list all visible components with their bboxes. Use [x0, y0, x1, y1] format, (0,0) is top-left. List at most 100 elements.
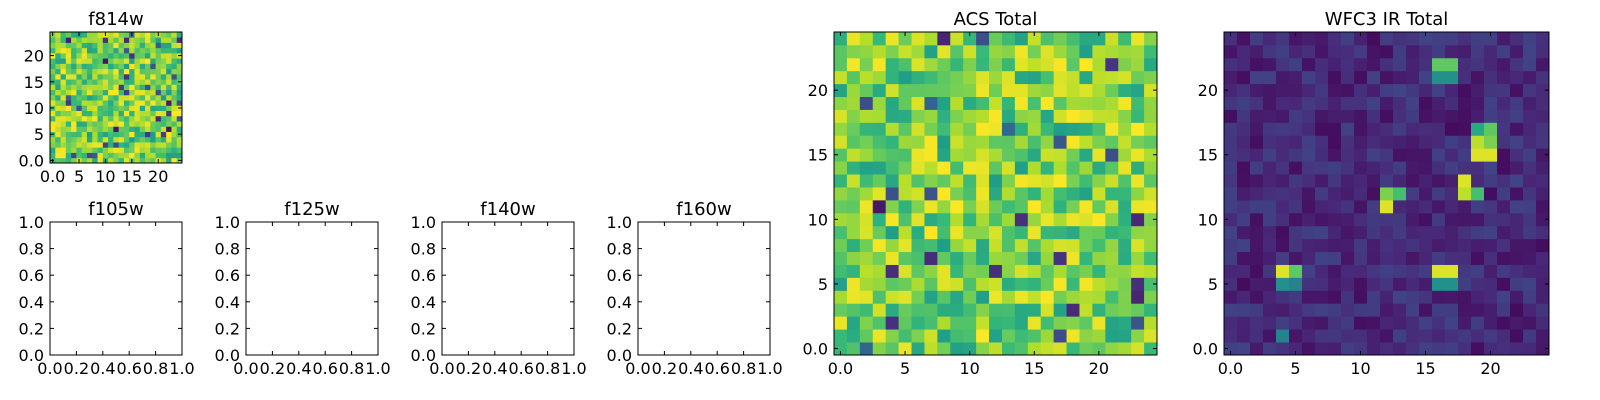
heatmap-cell [1250, 44, 1264, 59]
heatmap-cell [60, 84, 67, 91]
heatmap-cell [1131, 212, 1145, 227]
heatmap-cell [1144, 70, 1158, 85]
heatmap-cell [1354, 329, 1368, 343]
heatmap-cell [1001, 109, 1016, 123]
heatmap-cell [911, 109, 925, 123]
heatmap-cell [1406, 161, 1420, 175]
heatmap-cell [1510, 290, 1524, 304]
heatmap-cell [155, 58, 162, 64]
heatmap-cell [1027, 303, 1042, 317]
heatmap-cell [1510, 187, 1524, 201]
heatmap-cell [1263, 96, 1277, 110]
heatmap-cell [898, 109, 912, 123]
heatmap-cell [885, 148, 899, 162]
heatmap-cell [1536, 174, 1550, 188]
axes-frame [1223, 31, 1550, 356]
heatmap-cell [1510, 32, 1524, 46]
y-tick-label: 0.4 [607, 293, 632, 312]
heatmap-cell [1144, 135, 1158, 149]
heatmap-cell [86, 131, 93, 138]
heatmap-cell [1341, 225, 1355, 240]
heatmap-cell [1536, 329, 1550, 343]
heatmap-cell [65, 136, 72, 143]
heatmap-cell [102, 100, 109, 106]
heatmap-cell [1066, 135, 1080, 149]
heatmap-cell [1523, 44, 1537, 59]
heatmap-cell [155, 79, 162, 85]
heatmap-cell [76, 84, 83, 91]
heatmap-cell [1393, 44, 1407, 59]
heatmap-cell [1497, 303, 1511, 317]
heatmap-cell [1289, 342, 1303, 356]
heatmap-cell [1432, 83, 1446, 97]
heatmap-cell [846, 199, 861, 214]
heatmap-cell [950, 96, 964, 110]
heatmap-cell [86, 121, 93, 127]
y-tick-label: 0.4 [19, 293, 44, 312]
heatmap-cell [1445, 342, 1459, 356]
heatmap-cell [134, 32, 141, 38]
heatmap-cell [71, 142, 77, 148]
heatmap-cell [1341, 212, 1355, 227]
heatmap-cell [885, 83, 899, 97]
heatmap-cell [1484, 199, 1498, 214]
heatmap-cell [97, 52, 104, 59]
heatmap-cell [1092, 148, 1106, 162]
heatmap-cell [86, 79, 93, 85]
heatmap-cell [1510, 135, 1524, 149]
heatmap-cell [166, 52, 172, 59]
heatmap-cell [171, 121, 178, 127]
heatmap-cell [1315, 225, 1329, 240]
heatmap-cell [171, 142, 178, 148]
heatmap-cell [76, 142, 83, 148]
heatmap-cell [176, 110, 183, 117]
heatmap-cell [1276, 238, 1290, 253]
heatmap-cell [1092, 70, 1106, 85]
heatmap-cell [885, 290, 899, 304]
heatmap-cell [55, 131, 61, 138]
heatmap-cell [1523, 199, 1537, 214]
heatmap-cell [65, 152, 72, 159]
heatmap-cell [1471, 251, 1485, 265]
heatmap-cell [1302, 290, 1316, 304]
heatmap-cell [1432, 109, 1446, 123]
heatmap-cell [60, 58, 67, 64]
heatmap-cell [911, 32, 925, 46]
heatmap-cell [134, 121, 141, 127]
heatmap-cell [1484, 329, 1498, 343]
heatmap-cell [1289, 238, 1303, 253]
heatmap-cell [1419, 277, 1433, 291]
heatmap-cell [872, 148, 887, 162]
heatmap-cell [1315, 199, 1329, 214]
heatmap-cell [1224, 109, 1238, 123]
heatmap-cell [166, 89, 172, 96]
heatmap-cell [1419, 303, 1433, 317]
heatmap-cell [176, 73, 183, 80]
heatmap-cell [1354, 174, 1368, 188]
heatmap-cell [976, 96, 990, 110]
heatmap-cell [1079, 264, 1093, 278]
heatmap-cell [108, 152, 114, 159]
heatmap-cell [1131, 174, 1145, 188]
heatmap-cell [1367, 187, 1381, 201]
heatmap-cell [123, 126, 130, 132]
heatmap-cell [150, 68, 156, 75]
heatmap-cell [1079, 329, 1093, 343]
heatmap-cell [924, 238, 938, 253]
heatmap-cell [963, 187, 977, 201]
heatmap-cell [1471, 32, 1485, 46]
heatmap-cell [1144, 122, 1158, 136]
heatmap-cell [898, 342, 912, 356]
heatmap-cell [1302, 225, 1316, 240]
heatmap-cell [846, 161, 861, 175]
heatmap-cell [1380, 277, 1394, 291]
heatmap-cell [113, 152, 120, 159]
heatmap-cell [1445, 251, 1459, 265]
heatmap-cell [1510, 277, 1524, 291]
heatmap-cell [134, 110, 141, 117]
heatmap-cell [134, 94, 141, 101]
heatmap-cell [1302, 135, 1316, 149]
heatmap-cell [859, 135, 874, 149]
heatmap-cell [1328, 238, 1342, 253]
heatmap-cell [113, 110, 120, 117]
